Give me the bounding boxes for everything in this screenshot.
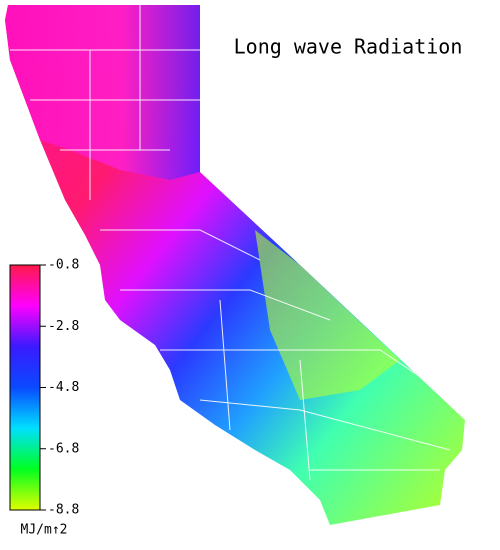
colorbar-tick-label: -0.8: [48, 258, 79, 273]
colorbar: -0.8 -2.8 -4.8 -6.8 -8.8 MJ/m↑2: [9, 258, 79, 538]
colorbar-unit: MJ/m↑2: [21, 523, 68, 538]
colorbar-tick-label: -6.8: [48, 441, 79, 456]
colorbar-scale: [9, 264, 41, 511]
colorbar-tick-label: -2.8: [48, 319, 79, 334]
map-title: Long wave Radiation: [234, 35, 463, 59]
desert-region: [255, 230, 400, 400]
north-region: [5, 5, 200, 180]
colorbar-tick-label: -4.8: [48, 380, 79, 395]
county-lines: [10, 5, 451, 481]
california-map: [5, 5, 465, 525]
colorbar-tick-label: -8.8: [48, 503, 79, 518]
